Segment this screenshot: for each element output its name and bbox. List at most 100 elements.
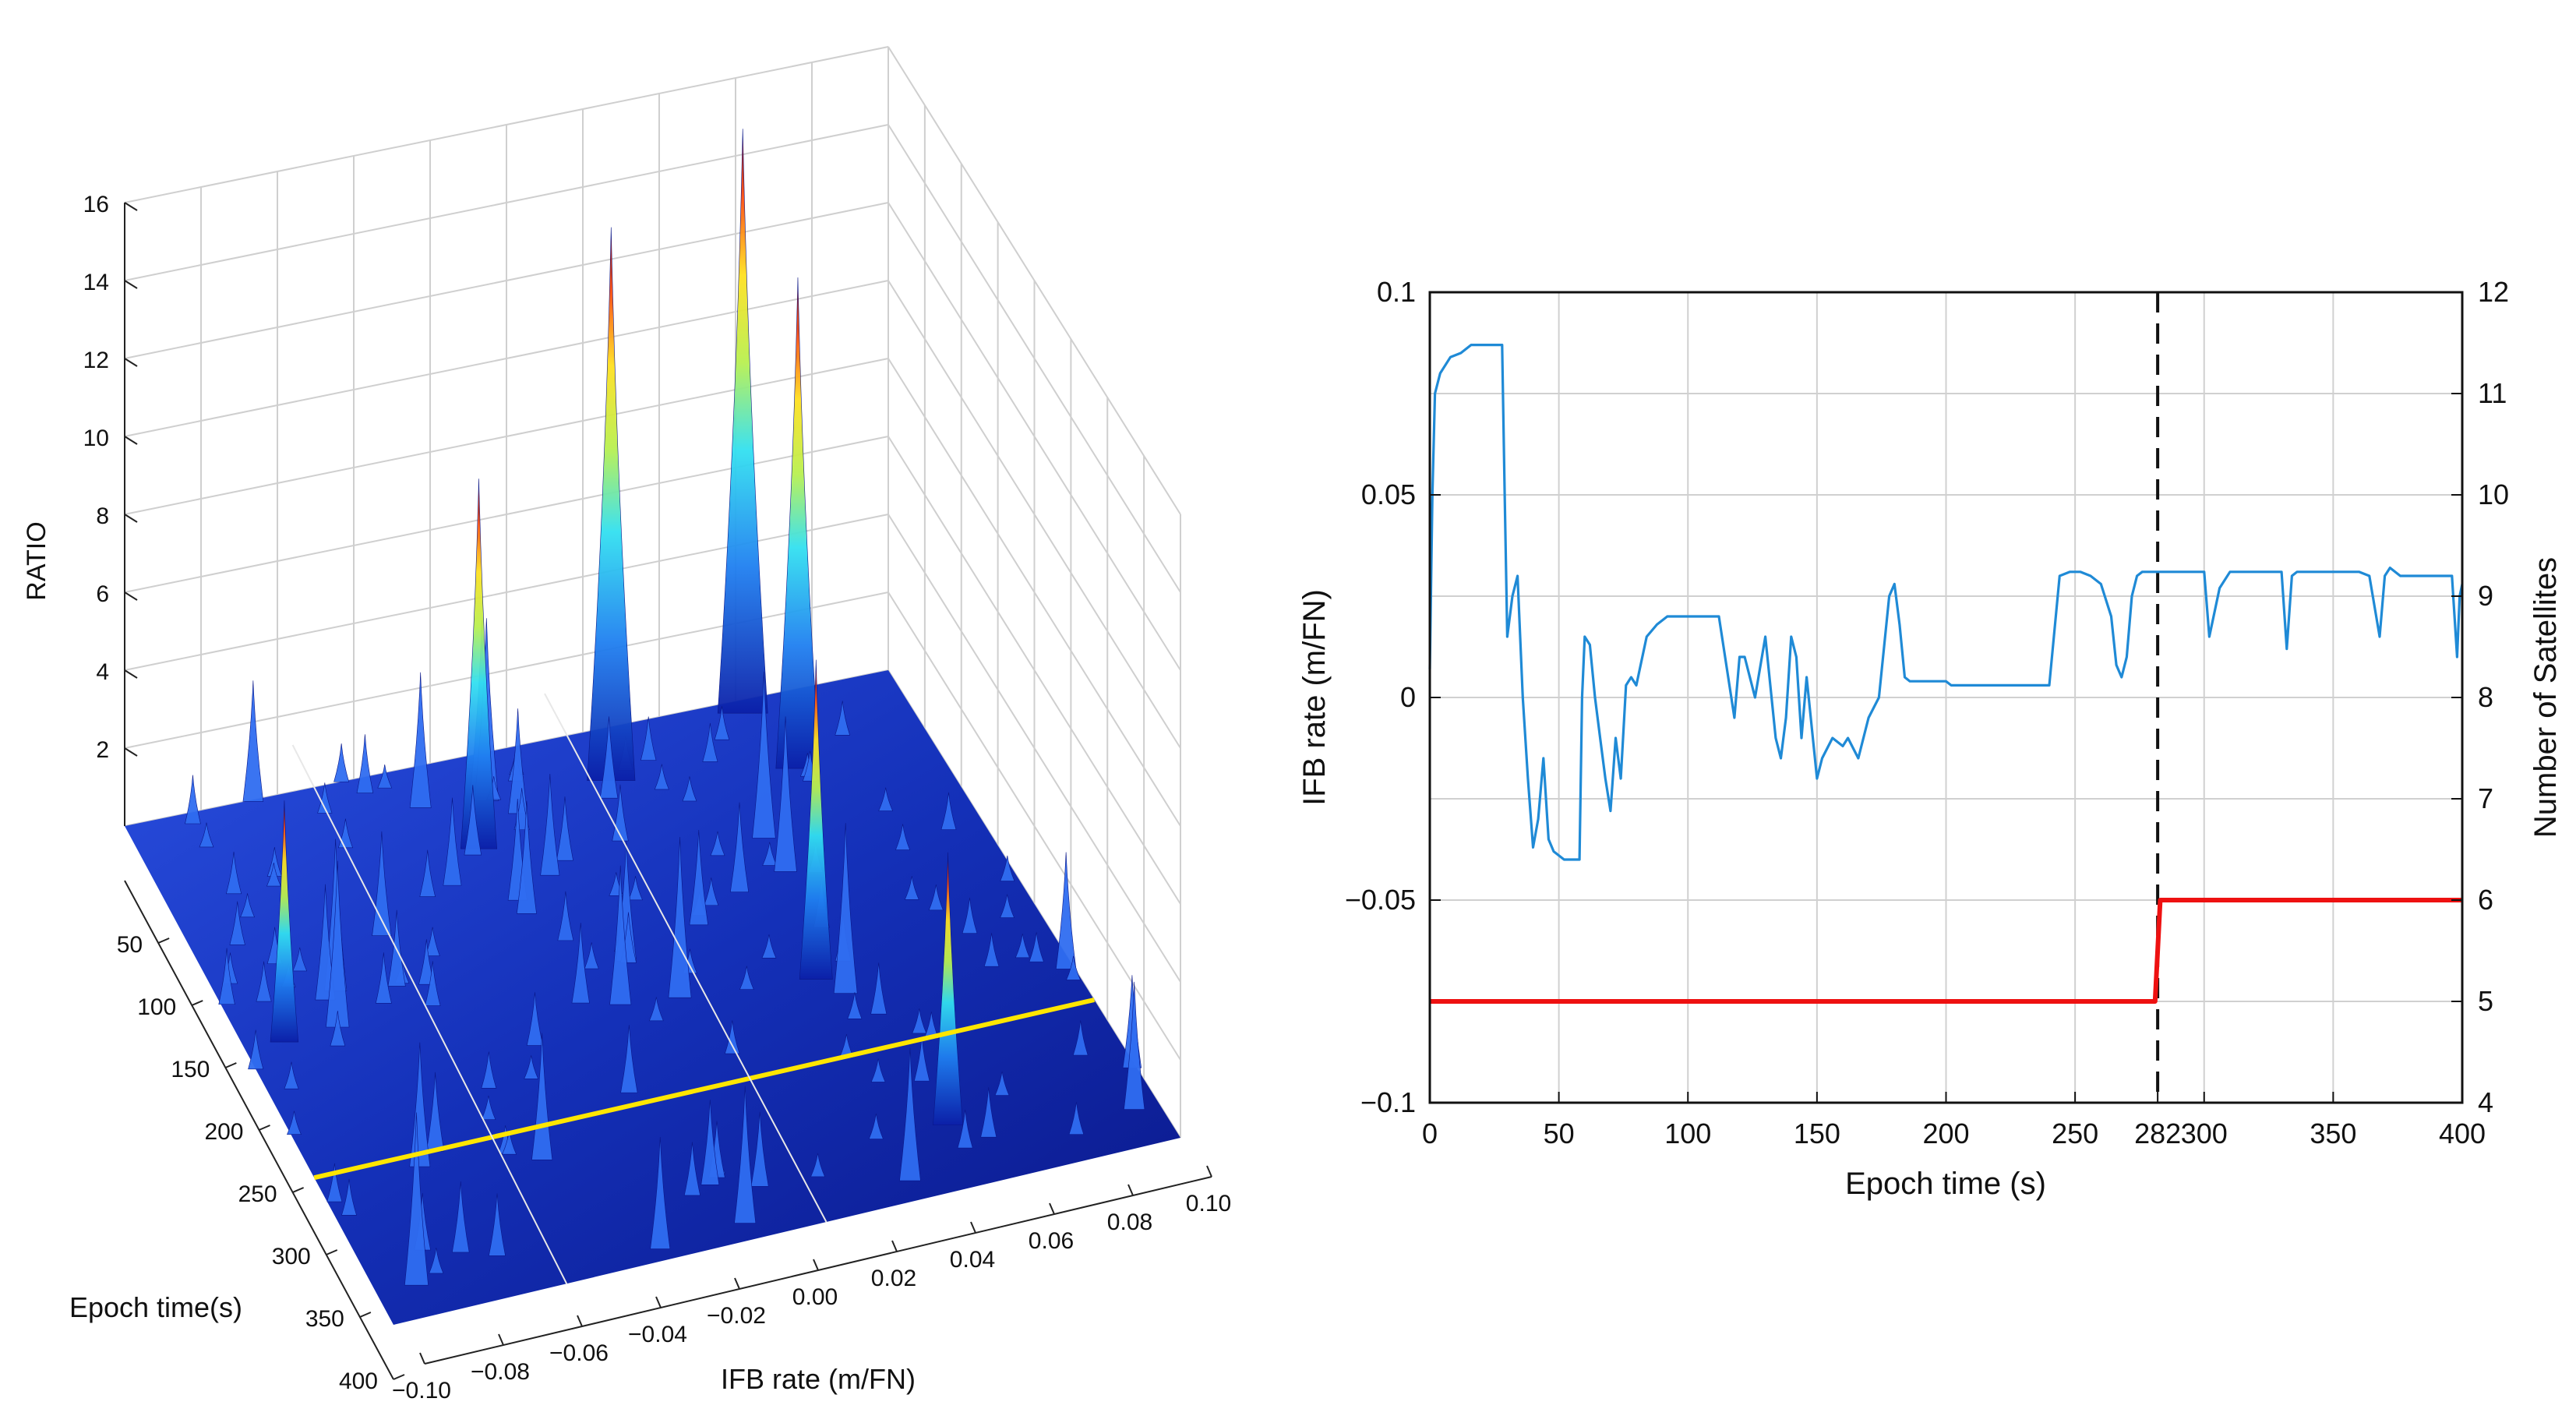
plot-frame — [1428, 291, 2464, 1104]
x-tick-label: 0.08 — [1107, 1209, 1152, 1235]
surface-spike — [489, 1193, 506, 1256]
surface-spike — [878, 787, 894, 811]
z-tick-mark — [124, 280, 138, 289]
surface-spike — [409, 1042, 431, 1167]
x-tick-label: −0.04 — [628, 1322, 687, 1347]
y-tick-label: 0.1 — [1377, 276, 1416, 308]
surface-spike — [1000, 855, 1015, 881]
surface-spike — [460, 478, 497, 849]
surface-spike — [524, 1055, 539, 1079]
surface-spike — [425, 927, 440, 956]
y2-tick-label: 8 — [2478, 681, 2493, 713]
x-tick-label: −0.02 — [707, 1303, 766, 1329]
satellite-count-line — [1430, 898, 2462, 1004]
z-tick-mark — [124, 591, 138, 601]
y-tick-mark — [292, 1187, 305, 1193]
surface-spike — [957, 1109, 973, 1149]
surface-spike — [1029, 932, 1044, 962]
z-tick-mark — [124, 202, 138, 211]
x-tick-label: −0.10 — [392, 1378, 451, 1404]
surface-chart: 2 4 6 8 10 12 14 16 50 100 150 200 250 300 350 400 −0.10… — [22, 46, 1232, 1404]
surface-spike — [451, 1181, 470, 1253]
surface-spike — [648, 997, 664, 1022]
x-tick-label: 282 — [2134, 1118, 2181, 1149]
surface-spike — [229, 901, 245, 945]
plot-ticks: 0 50 100 150 200 250 282 300 350 400 0.1 0.05 0 −0.05… — [1345, 276, 2509, 1149]
x-axis-label: Epoch time (s) — [1845, 1167, 2046, 1201]
surface-spike — [729, 802, 750, 892]
y2-tick-label: 4 — [2478, 1086, 2493, 1118]
z-tick-label: 16 — [83, 192, 109, 217]
y2-tick-label: 5 — [2478, 985, 2493, 1017]
surface-spike — [899, 1047, 921, 1181]
surface-spike — [292, 947, 308, 972]
surface-spike — [1066, 955, 1081, 980]
x-tick-label: 0 — [1422, 1118, 1438, 1149]
x-tick-mark — [655, 1296, 662, 1308]
surface-spike — [717, 129, 768, 714]
x-tick-label: 50 — [1544, 1118, 1575, 1149]
x-tick-label: 250 — [2052, 1118, 2098, 1149]
surface-spike — [980, 1087, 997, 1138]
surface-spike — [928, 884, 944, 911]
y-tick-mark — [224, 1062, 237, 1068]
surface-spike — [185, 775, 201, 824]
surface-spike — [904, 876, 919, 900]
x-tick-label: −0.08 — [471, 1359, 530, 1385]
surface-spike — [650, 1137, 671, 1249]
surface-spike — [912, 1008, 927, 1034]
surface-spike — [557, 891, 574, 941]
y2-tick-label: 9 — [2478, 580, 2493, 612]
y-tick-label: 0 — [1400, 681, 1416, 713]
y2-axis-label: Number of Satellites — [2528, 557, 2563, 838]
surface-spike — [1072, 1020, 1089, 1056]
y-tick-mark — [359, 1312, 372, 1318]
x-tick-label: 350 — [2310, 1118, 2356, 1149]
surface-spike — [752, 671, 776, 839]
y2-tick-label: 11 — [2478, 377, 2507, 409]
surface-spike — [702, 722, 718, 762]
y-tick-label: −0.1 — [1360, 1086, 1416, 1118]
surface-spike — [481, 1095, 496, 1121]
surface-spike — [762, 842, 778, 866]
surface-spike — [1055, 852, 1077, 969]
surface-spike — [377, 764, 393, 789]
z-tick-label: 4 — [96, 659, 109, 685]
x-tick-label: 150 — [1794, 1118, 1840, 1149]
surface-spike — [266, 863, 281, 887]
y-tick-label: 300 — [272, 1244, 311, 1269]
surface-spike — [734, 1086, 757, 1223]
surface-spike — [689, 830, 709, 926]
surface-spike — [225, 851, 242, 895]
surface-spike — [218, 948, 235, 1005]
x-tick-mark — [813, 1259, 819, 1271]
z-axis-label: RATIO — [22, 521, 51, 600]
plot-grid — [1430, 292, 2462, 1103]
surface-spike — [799, 659, 833, 980]
surface-spike — [526, 992, 544, 1046]
surface-spike — [248, 1029, 264, 1070]
x-tick-mark — [1049, 1202, 1055, 1215]
surface-spike — [609, 865, 632, 1005]
surface-spike — [587, 227, 636, 781]
surface-spike — [870, 1058, 886, 1082]
surface-spike — [326, 860, 350, 1028]
surface-spike — [330, 1011, 346, 1047]
surface-spike — [870, 962, 887, 1015]
y-tick-mark — [326, 1249, 338, 1255]
x-tick-mark — [970, 1221, 976, 1234]
y-tick-label: 250 — [238, 1181, 277, 1207]
surface-spike — [256, 961, 272, 1002]
surface-spike — [507, 708, 528, 814]
surface-axes: 2 4 6 8 10 12 14 16 50 100 150 200 250 300 350 400 −0.10… — [83, 192, 1232, 1404]
surface-spike — [326, 1163, 343, 1202]
line-chart: 0 50 100 150 200 250 282 300 350 400 0.1 0.05 0 −0.05… — [1297, 276, 2563, 1201]
y2-tick-label: 7 — [2478, 782, 2493, 814]
y2-tick-label: 6 — [2478, 884, 2493, 916]
z-tick-label: 14 — [83, 270, 109, 295]
y2-tick-label: 12 — [2478, 276, 2509, 308]
x-tick-label: 0.00 — [792, 1284, 838, 1310]
z-tick-label: 6 — [96, 581, 109, 607]
surface-spike — [1015, 934, 1030, 959]
y-tick-label: −0.05 — [1345, 884, 1416, 916]
